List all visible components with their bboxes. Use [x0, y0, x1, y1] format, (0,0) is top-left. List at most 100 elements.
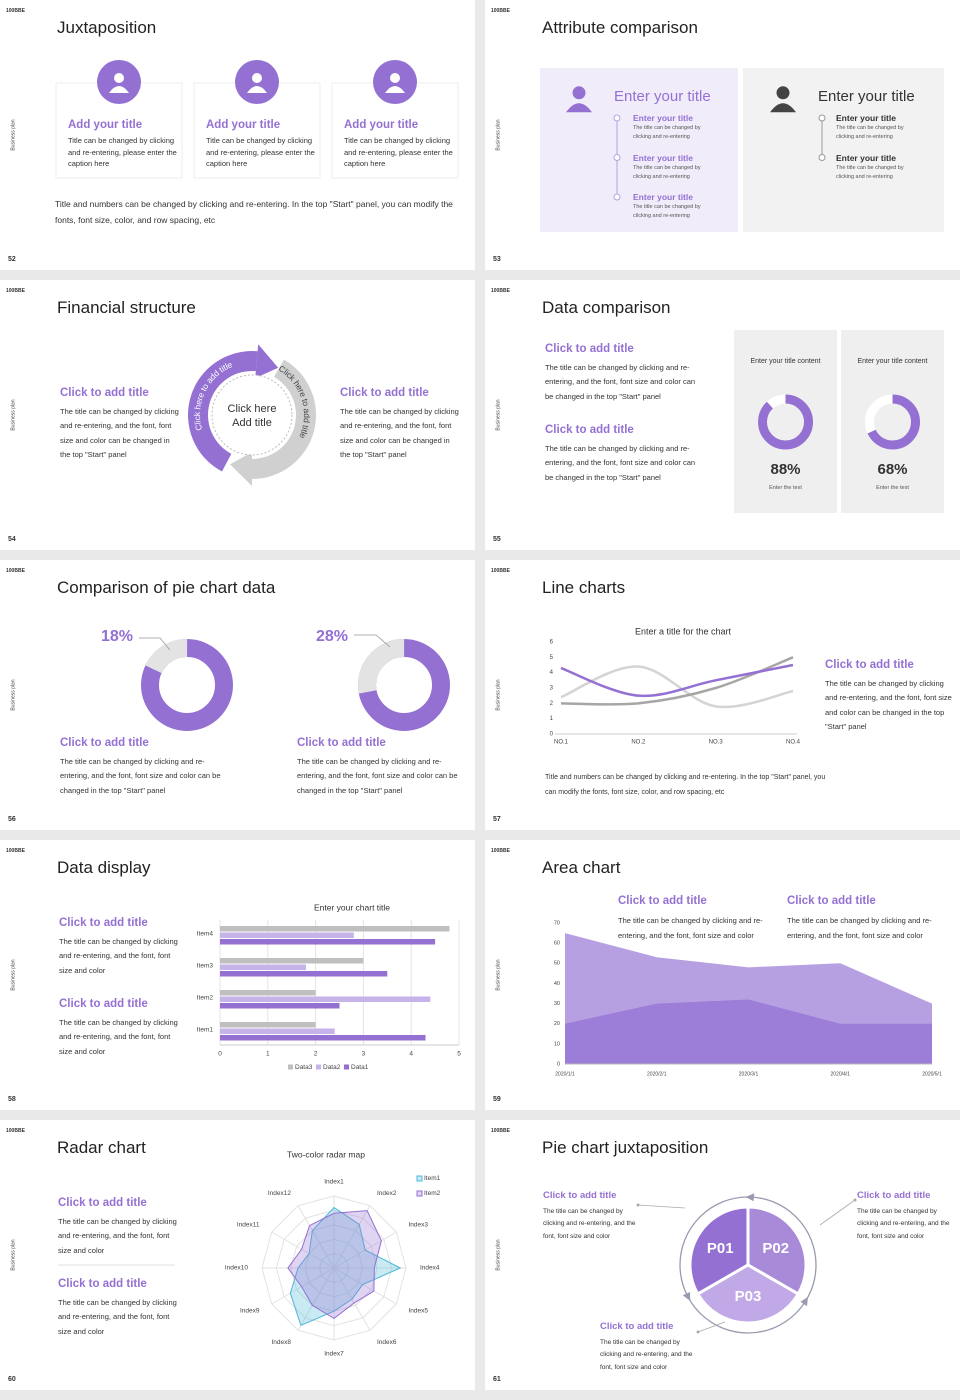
side-label: Business plan	[495, 1239, 501, 1270]
brand-mark: 100BBE	[491, 1128, 510, 1134]
x-tick-label: 1	[266, 1051, 270, 1058]
side-label: Business plan	[10, 399, 16, 430]
block-title: Click to add title	[59, 917, 148, 929]
panel	[743, 68, 944, 232]
category-label: Index12	[268, 1190, 292, 1197]
card-text: Title can be changed by clicking and re-…	[68, 136, 177, 168]
block-title: Click to add title	[825, 659, 914, 671]
panel-heading: Enter your title	[818, 88, 915, 105]
block-text: The title can be changed by clicking and…	[60, 756, 221, 795]
icon-head	[572, 86, 586, 100]
side-label: Business plan	[10, 959, 16, 990]
slide-title: Juxtaposition	[57, 18, 157, 37]
category-label: Index3	[408, 1222, 428, 1229]
block-title: Click to add title	[340, 387, 429, 399]
x-tick-label: 2	[314, 1051, 318, 1058]
chart-title: Enter a title for the chart	[635, 626, 732, 636]
item-text: The title can be changed by clicking and…	[633, 204, 701, 219]
category-label: Item4	[197, 931, 214, 938]
brand-mark: 100BBE	[491, 848, 510, 854]
slide-number: 60	[8, 1376, 16, 1383]
value-label: 18%	[101, 628, 134, 645]
y-tick-label: 1	[550, 716, 554, 722]
brand-mark: 100BBE	[6, 568, 25, 574]
block-text: The title can be changed by clicking and…	[618, 915, 763, 940]
slide-graphics: Business plan	[495, 68, 944, 232]
slice-label: P03	[735, 1288, 762, 1305]
slide: Business plan Enter a title for the chart…	[485, 560, 960, 830]
center-label: Add title	[232, 417, 272, 429]
slide-number: 61	[493, 1376, 501, 1383]
timeline-dot	[613, 114, 621, 122]
item-text: The title can be changed by clicking and…	[633, 125, 701, 140]
card-heading: Enter your title content	[750, 358, 821, 365]
block-title: Click to add title	[618, 895, 707, 907]
side-label: Business plan	[10, 679, 16, 710]
category-label: Index9	[240, 1308, 260, 1315]
category-label: Index10	[225, 1265, 249, 1272]
slide: Business plan Two-color radar map Index1 In…	[0, 1120, 475, 1390]
block-text: The title can be changed by clicking and…	[59, 936, 178, 975]
card-heading: Enter your title content	[857, 358, 928, 365]
slide-graphics: Business plan	[495, 330, 944, 513]
y-tick-label: 10	[554, 1041, 560, 1047]
block-text: The title can be changed by clicking and…	[825, 678, 952, 732]
category-label: Index7	[324, 1351, 344, 1358]
slide: Business plan 0 10 20 30 40 50 60 70 2020/1/1 2020…	[485, 840, 960, 1110]
icon-head	[252, 73, 262, 83]
block-text: The title can be changed by clicking and…	[545, 362, 696, 401]
area-series	[565, 999, 932, 1064]
bar	[220, 932, 354, 938]
card-caption: Enter the text	[876, 485, 909, 491]
brand-mark: 100BBE	[6, 8, 25, 14]
timeline-dot	[818, 114, 826, 122]
legend-label: Data3	[295, 1064, 313, 1071]
chart-title: Enter your chart title	[314, 902, 390, 912]
card-text: Title can be changed by clicking and re-…	[344, 136, 453, 168]
icon-head	[114, 73, 124, 83]
brand-mark: 100BBE	[491, 8, 510, 14]
category-label: Item1	[197, 1027, 214, 1034]
panel	[540, 68, 738, 232]
card-title: Add your title	[206, 119, 281, 131]
radar-series	[289, 1206, 402, 1327]
legend-swatch	[344, 1064, 349, 1070]
icon-body	[385, 86, 405, 93]
y-tick-label: 0	[557, 1061, 560, 1067]
y-tick-label: 5	[550, 655, 554, 661]
y-tick-label: 0	[550, 732, 554, 738]
y-tick-label: 30	[554, 1001, 560, 1007]
brand-mark: 100BBE	[6, 848, 25, 854]
y-tick-label: 2	[550, 701, 554, 707]
bar	[220, 939, 436, 945]
category-label: Index4	[420, 1265, 440, 1272]
side-label: Business plan	[10, 1239, 16, 1270]
donut-value	[358, 639, 450, 732]
radar-spoke	[333, 1205, 371, 1269]
icon-body	[247, 86, 267, 93]
ring-arrow	[745, 1193, 755, 1202]
center-circle	[211, 374, 293, 456]
leader-line	[697, 1321, 726, 1333]
slide-title: Financial structure	[57, 298, 196, 317]
ring-value	[758, 394, 813, 450]
footer-text: Title and numbers can be changed by clic…	[55, 199, 453, 225]
slide-title: Comparison of pie chart data	[57, 578, 276, 597]
bar	[220, 1028, 335, 1034]
bar	[220, 996, 431, 1002]
radar-spoke	[297, 1267, 335, 1331]
slide-number: 53	[493, 256, 501, 263]
block-title: Click to add title	[60, 387, 149, 399]
side-label: Business plan	[495, 399, 501, 430]
leader-dot	[636, 1203, 640, 1207]
y-tick-label: 6	[550, 640, 554, 646]
category-label: Index6	[377, 1339, 397, 1346]
y-tick-label: 50	[554, 961, 560, 967]
footer-text: Title and numbers can be changed by clic…	[545, 774, 826, 796]
timeline-dot	[818, 154, 826, 161]
slide: Business plan 100BBE 52 Juxtaposition Add yo…	[0, 0, 475, 270]
leader-line	[139, 637, 171, 651]
block-text: The title can be changed by clicking and…	[857, 1207, 950, 1240]
slice-label: P02	[762, 1240, 789, 1257]
